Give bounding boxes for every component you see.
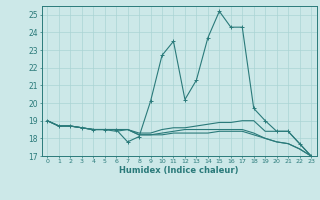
X-axis label: Humidex (Indice chaleur): Humidex (Indice chaleur): [119, 166, 239, 175]
